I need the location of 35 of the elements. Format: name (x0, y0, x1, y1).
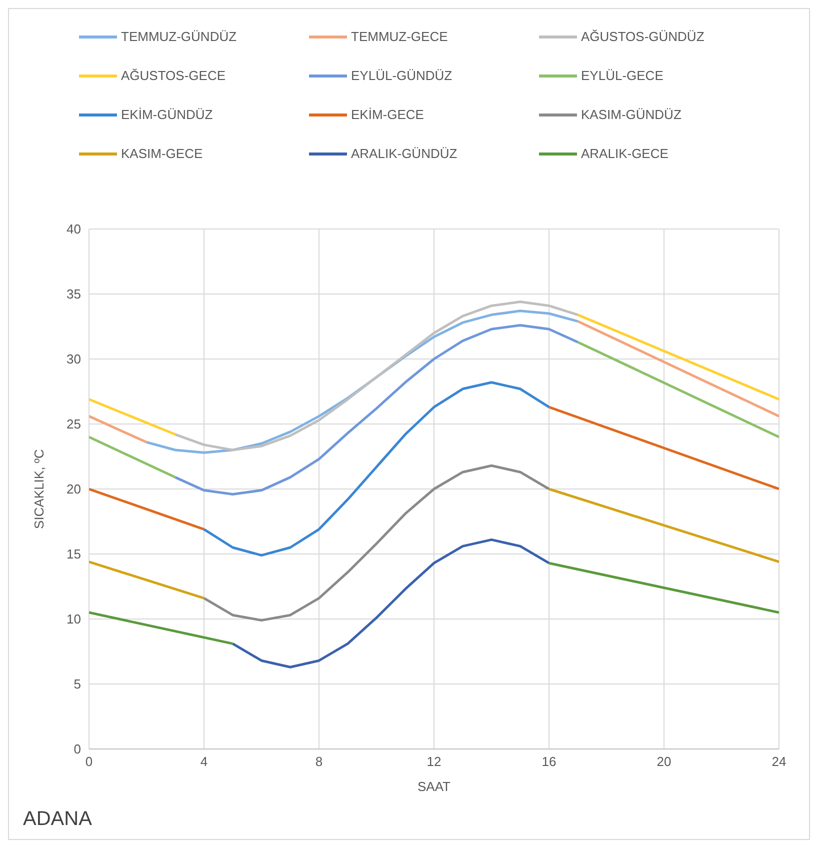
y-tick-label: 10 (66, 612, 81, 627)
line-series (202, 464, 550, 622)
legend-label: KASIM-GECE (121, 146, 203, 161)
x-tick-label: 20 (656, 754, 672, 770)
y-tick-label: 30 (66, 352, 81, 367)
y-tick-label: 25 (66, 416, 81, 432)
legend-label: AĞUSTOS-GECE (121, 68, 226, 83)
x-tick-label: 16 (542, 754, 556, 770)
legend-label: ARALIK-GÜNDÜZ (351, 146, 458, 161)
legend-label: EYLÜL-GÜNDÜZ (351, 68, 452, 83)
line-series (174, 324, 579, 496)
x-tick-label: 8 (315, 754, 323, 770)
y-axis-title: SICAKLIK, ºC (32, 449, 47, 529)
x-tick-label: 0 (85, 754, 93, 770)
x-axis-title: SAAT (418, 779, 451, 794)
legend-label: ARALIK-GECE (581, 146, 668, 161)
legend-label: KASIM-GÜNDÜZ (581, 107, 682, 122)
legend-label: TEMMUZ-GÜNDÜZ (121, 29, 237, 44)
x-tick-label: 12 (426, 754, 442, 770)
y-tick-label: 35 (66, 286, 81, 302)
line-series (202, 381, 550, 557)
y-tick-label: 20 (66, 482, 81, 497)
legend-label: EKİM-GÜNDÜZ (121, 107, 213, 122)
x-tick-label: 24 (772, 754, 786, 770)
legend-label: EKİM-GECE (351, 107, 424, 122)
y-tick-label: 5 (74, 676, 81, 692)
y-tick-label: 15 (66, 546, 81, 562)
y-tick-label: 40 (66, 222, 81, 237)
legend-label: EYLÜL-GECE (581, 68, 664, 83)
legend-label: TEMMUZ-GECE (351, 29, 448, 44)
legend-label: AĞUSTOS-GÜNDÜZ (581, 29, 704, 44)
x-tick-label: 4 (200, 754, 208, 770)
line-series (232, 538, 550, 668)
y-tick-label: 0 (74, 742, 81, 757)
text: ADANA (23, 808, 92, 831)
